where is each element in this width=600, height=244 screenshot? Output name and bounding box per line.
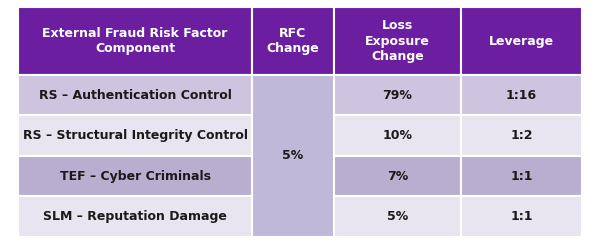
Bar [461, 7, 582, 75]
Bar [18, 115, 252, 156]
Bar [334, 7, 461, 75]
Text: SLM – Reputation Damage: SLM – Reputation Damage [43, 210, 227, 223]
Text: External Fraud Risk Factor
Component: External Fraud Risk Factor Component [43, 27, 228, 55]
Bar [334, 196, 461, 237]
Text: RS – Authentication Control: RS – Authentication Control [38, 89, 232, 102]
Bar [334, 75, 461, 115]
Bar [461, 156, 582, 196]
Bar [461, 115, 582, 156]
Text: 10%: 10% [382, 129, 412, 142]
Text: 5%: 5% [386, 210, 408, 223]
Text: 1:1: 1:1 [510, 170, 533, 183]
Bar [18, 156, 252, 196]
Bar [18, 75, 252, 115]
Text: RFC
Change: RFC Change [266, 27, 319, 55]
Bar [334, 115, 461, 156]
Bar [334, 156, 461, 196]
Bar [18, 196, 252, 237]
Text: Loss
Exposure
Change: Loss Exposure Change [365, 19, 430, 63]
Text: 79%: 79% [382, 89, 412, 102]
Text: RS – Structural Integrity Control: RS – Structural Integrity Control [23, 129, 248, 142]
Bar [252, 75, 334, 237]
Text: 7%: 7% [386, 170, 408, 183]
Bar [461, 75, 582, 115]
Text: TEF – Cyber Criminals: TEF – Cyber Criminals [59, 170, 211, 183]
Bar [18, 7, 252, 75]
Bar [461, 196, 582, 237]
Text: 1:16: 1:16 [506, 89, 537, 102]
Text: 1:2: 1:2 [510, 129, 533, 142]
Bar [252, 7, 334, 75]
Text: 5%: 5% [283, 149, 304, 162]
Text: 1:1: 1:1 [510, 210, 533, 223]
Text: Leverage: Leverage [489, 35, 554, 48]
